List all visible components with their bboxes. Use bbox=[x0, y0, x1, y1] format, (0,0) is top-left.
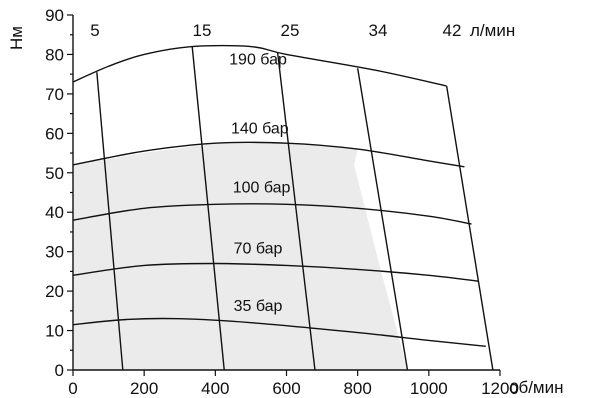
y-tick-label: 30 bbox=[45, 243, 64, 262]
flow-line bbox=[276, 52, 316, 371]
y-tick-label: 20 bbox=[45, 282, 64, 301]
pressure-curve-label: 35 бар bbox=[234, 298, 283, 315]
flow-line bbox=[445, 85, 494, 371]
axes: 0 200 400 600 800 1000 1200 0 10 20 30 40 50 60 70 80 90 bbox=[45, 6, 519, 398]
chart-labels: Нм об/мин л/мин bbox=[7, 21, 564, 397]
y-tick-label: 40 bbox=[45, 203, 64, 222]
x-tick-label: 1200 bbox=[481, 379, 519, 398]
y-tick-label: 70 bbox=[45, 85, 64, 104]
flow-line bbox=[356, 68, 409, 371]
pressure-curve-label: 190 бар bbox=[229, 51, 287, 68]
shaded-area bbox=[73, 143, 408, 370]
flow-unit-label: л/мин bbox=[470, 21, 515, 40]
pressure-curve bbox=[72, 44, 447, 87]
x-axis-title: об/мин bbox=[509, 378, 564, 397]
pressure-curve-label: 70 бар bbox=[234, 241, 283, 258]
flow-lines: 5 15 25 34 42 bbox=[90, 21, 494, 371]
flow-line-label: 25 bbox=[281, 21, 300, 40]
y-tick-label: 10 bbox=[45, 322, 64, 341]
pressure-curve bbox=[72, 141, 465, 168]
x-tick-label: 1000 bbox=[410, 379, 448, 398]
x-tick-label: 400 bbox=[201, 379, 229, 398]
y-axis-title: Нм bbox=[7, 26, 26, 50]
shaded-operating-region bbox=[73, 143, 408, 370]
flow-line-label: 5 bbox=[90, 21, 99, 40]
flow-line-label: 42 bbox=[443, 21, 462, 40]
y-tick-label: 50 bbox=[45, 164, 64, 183]
x-tick-label: 0 bbox=[68, 379, 77, 398]
y-tick-label: 60 bbox=[45, 124, 64, 143]
x-tick-label: 800 bbox=[343, 379, 371, 398]
y-tick-label: 90 bbox=[45, 6, 64, 25]
x-tick-label: 200 bbox=[130, 379, 158, 398]
x-tick-label: 600 bbox=[272, 379, 300, 398]
pressure-curve bbox=[72, 317, 486, 348]
pressure-curve-label: 140 бар bbox=[231, 120, 289, 137]
flow-line bbox=[191, 46, 225, 371]
pressure-curve-label: 100 бар bbox=[233, 180, 291, 197]
pressure-curve bbox=[72, 203, 472, 225]
pressure-curves: 190 бар 140 бар 100 бар 70 бар 35 бар bbox=[72, 44, 486, 348]
flow-line bbox=[96, 72, 124, 371]
pressure-curve bbox=[72, 262, 479, 282]
flow-line-label: 15 bbox=[193, 21, 212, 40]
flow-line-label: 34 bbox=[369, 21, 388, 40]
y-tick-label: 0 bbox=[55, 361, 64, 380]
y-tick-label: 80 bbox=[45, 45, 64, 64]
